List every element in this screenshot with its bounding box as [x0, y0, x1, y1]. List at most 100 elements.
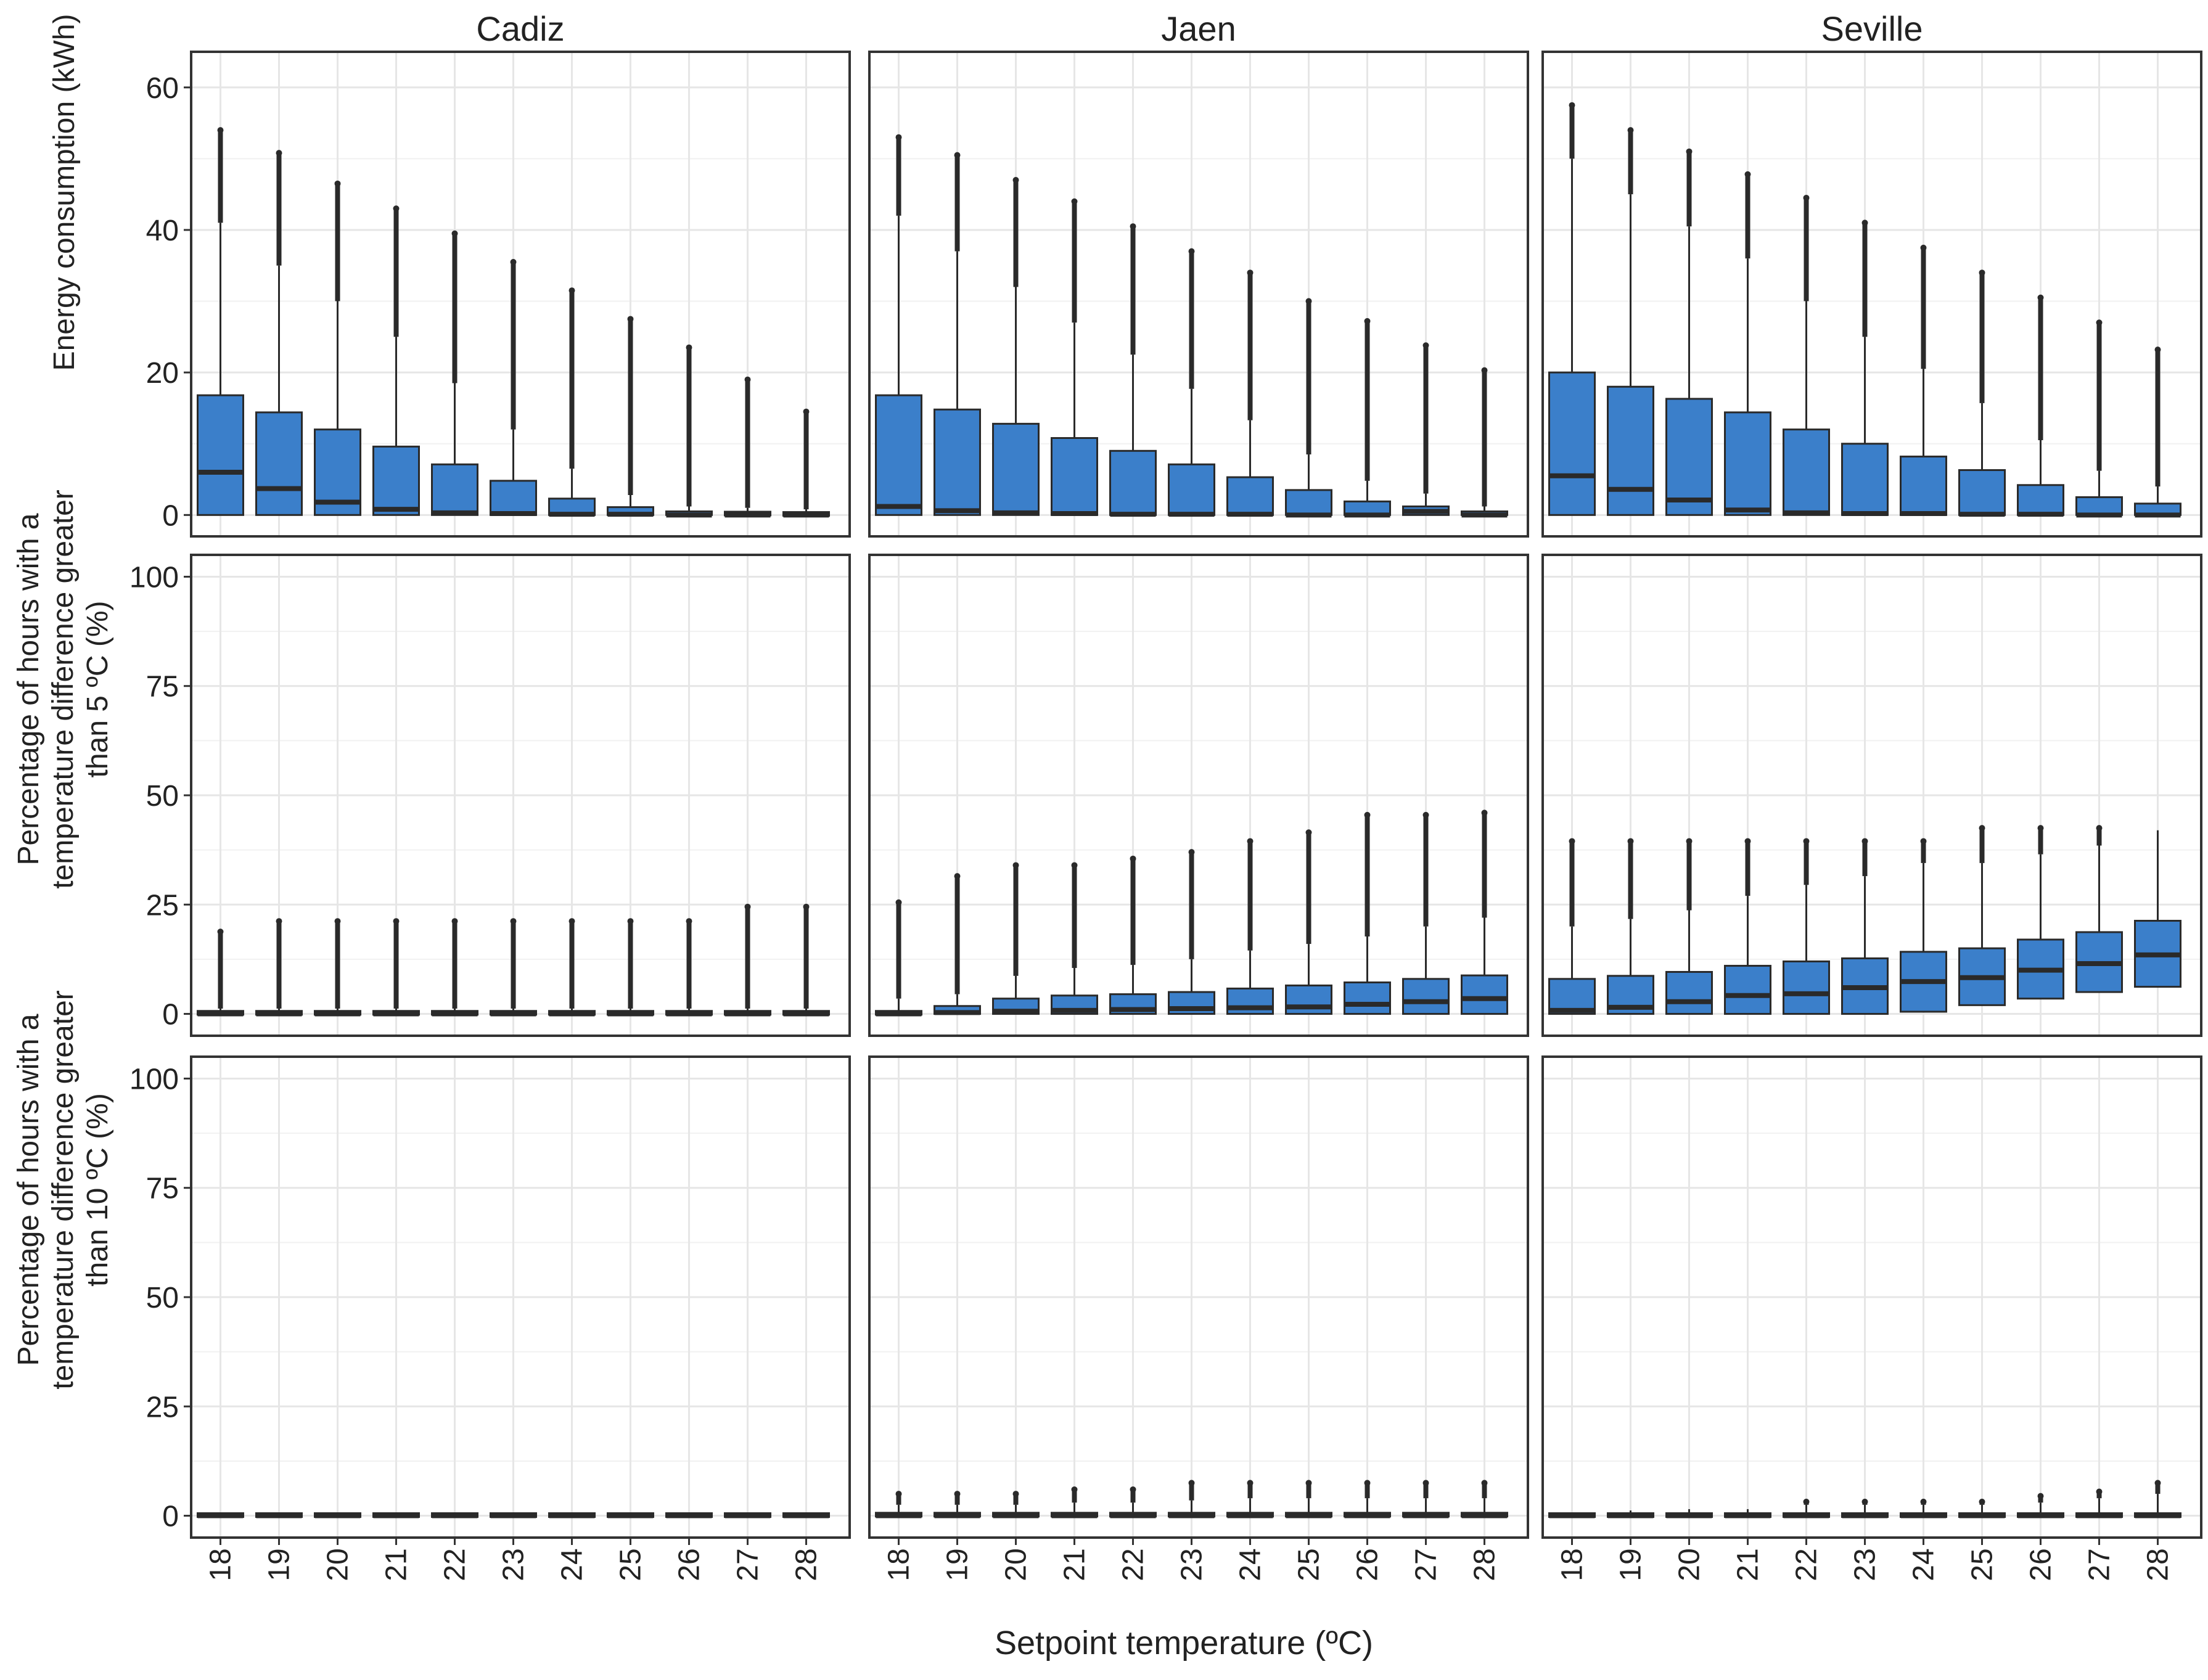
outlier-point: [510, 258, 517, 265]
panels-layer: Cadiz Jaen Seville 0 20 40 60 0 25 50 75 100 0 25 50 75…: [129, 9, 2202, 1539]
outlier-point: [1861, 1498, 1868, 1505]
y-tick-label: 20: [146, 357, 179, 390]
box-jaen-20: [992, 177, 1040, 516]
outlier-point: [954, 152, 961, 158]
box-iqr: [490, 480, 537, 516]
y-tick-label: 100: [129, 1063, 179, 1096]
box-iqr: [934, 408, 981, 516]
x-tick-label: 27: [732, 1548, 765, 1581]
panel-border: [1541, 554, 2202, 1037]
panel-border: [1541, 51, 2202, 538]
box-seville-21: [1724, 171, 1771, 516]
outlier-point: [1305, 298, 1312, 305]
box-iqr: [1783, 428, 1830, 516]
box-iqr: [1724, 965, 1771, 1015]
outlier-point: [1803, 194, 1810, 201]
box-cadiz-20: [314, 918, 361, 1017]
x-tick-label: 26: [1352, 1548, 1384, 1581]
box-cadiz-24: [548, 918, 596, 1017]
box-seville-25: [1958, 825, 2006, 1006]
box-cadiz-24: [548, 287, 596, 517]
y-tick-label: 75: [146, 1173, 179, 1205]
x-tick-label: 26: [2025, 1548, 2058, 1581]
panel-cadiz-row-1: 0 20 40 60: [146, 51, 851, 538]
column-title-jaen: Jaen: [1161, 9, 1236, 48]
x-tick-label: 25: [1293, 1548, 1326, 1581]
box-cadiz-25: [607, 1512, 654, 1518]
outlier-point: [1012, 177, 1019, 184]
box-jaen-28: [1461, 367, 1508, 518]
box-seville-20: [1665, 148, 1713, 516]
box-jaen-23: [1168, 248, 1215, 517]
box-iqr: [1724, 411, 1771, 516]
box-seville-22: [1783, 838, 1830, 1015]
x-tick-label: 21: [1732, 1548, 1765, 1581]
box-cadiz-25: [607, 918, 654, 1017]
x-tick-label: 20: [1673, 1548, 1706, 1581]
column-title-cadiz: Cadiz: [476, 9, 564, 48]
box-cadiz-23: [490, 1512, 537, 1518]
box-iqr: [1226, 476, 1274, 516]
outlier-point: [1569, 838, 1575, 845]
outlier-point: [1071, 198, 1078, 205]
y-tick-label: 40: [146, 215, 179, 247]
outlier-point: [217, 127, 224, 134]
panel-jaen-row-2: [868, 554, 1529, 1037]
box-cadiz-28: [782, 903, 830, 1017]
x-tick-label: 21: [1059, 1548, 1091, 1581]
outlier-point: [1247, 838, 1254, 845]
outlier-point: [954, 873, 961, 880]
outlier-point: [1979, 269, 1985, 276]
outlier-point: [1803, 1498, 1810, 1505]
box-iqr: [1665, 970, 1713, 1015]
outlier-point: [1247, 1480, 1254, 1486]
outlier-point: [1364, 318, 1371, 324]
x-tick-label: 25: [615, 1548, 647, 1581]
outlier-point: [686, 918, 692, 925]
outlier-point: [1012, 1491, 1019, 1498]
outlier-point: [2037, 825, 2044, 832]
box-seville-20: [1665, 838, 1713, 1015]
box-iqr: [1285, 489, 1332, 516]
outlier-point: [1627, 127, 1634, 134]
box-cadiz-27: [724, 376, 771, 518]
outlier-point: [803, 903, 810, 910]
box-seville-23: [1841, 219, 1889, 517]
panel-jaen-row-3: [868, 1055, 1529, 1539]
y-axis-label-line: Percentage of hours with a: [12, 513, 45, 865]
y-axis-label-line: Percentage of hours with a: [12, 1014, 45, 1366]
box-iqr: [1109, 449, 1157, 516]
box-jaen-19: [934, 1491, 981, 1518]
outlier-point: [1481, 367, 1488, 374]
outlier-point: [1686, 148, 1693, 155]
box-cadiz-26: [665, 918, 713, 1017]
outlier-point: [1920, 838, 1927, 845]
box-seville-22: [1783, 1498, 1830, 1518]
x-axis: 18 19 20 21 22 23 24 25 26 27 28 18 19 20 21 22 23 24 25 26…: [205, 1538, 2175, 1581]
y-tick-label: 25: [146, 889, 179, 922]
outlier-point: [1422, 1480, 1429, 1486]
box-cadiz-26: [665, 1512, 713, 1518]
outlier-point: [1012, 862, 1019, 869]
outlier-point: [627, 918, 634, 925]
box-seville-27: [2075, 1488, 2123, 1518]
outlier-point: [895, 1491, 902, 1498]
x-tick-label: 19: [263, 1548, 296, 1581]
box-cadiz-27: [724, 903, 771, 1017]
outlier-point: [1920, 244, 1927, 251]
box-seville-27: [2075, 825, 2123, 993]
y-tick-label: 25: [146, 1391, 179, 1424]
x-axis-title: Setpoint temperature (ºC): [995, 1625, 1373, 1662]
box-iqr: [372, 445, 420, 516]
outlier-point: [1305, 829, 1312, 836]
box-iqr: [431, 463, 478, 516]
box-jaen-24: [1226, 838, 1274, 1015]
box-iqr: [1548, 371, 1596, 516]
box-seville-19: [1607, 127, 1654, 516]
box-iqr: [2017, 484, 2064, 516]
outlier-point: [2154, 1480, 2161, 1486]
box-cadiz-18: [197, 127, 244, 516]
x-tick-label: 22: [1791, 1548, 1823, 1581]
box-cadiz-24: [548, 1512, 596, 1518]
outlier-point: [895, 899, 902, 906]
